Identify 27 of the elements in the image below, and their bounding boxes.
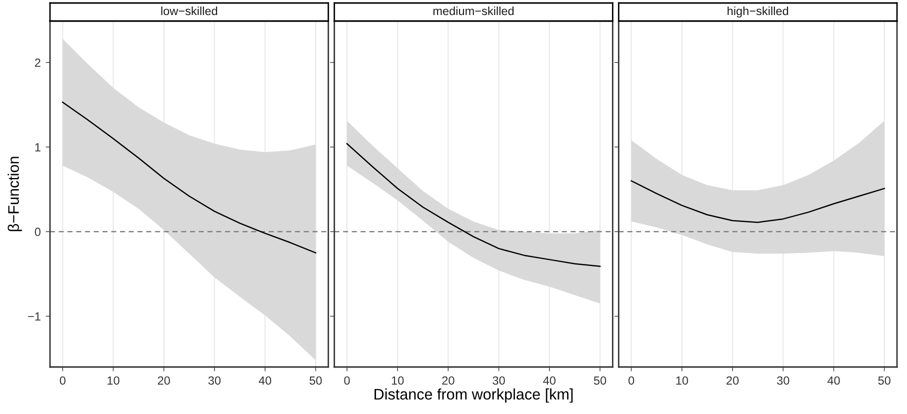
chart-title: medium−skilled xyxy=(433,6,514,16)
x-tick-label: 50 xyxy=(594,376,606,385)
x-tick-label: 30 xyxy=(777,376,790,385)
x-tick-label: 10 xyxy=(676,376,688,385)
x-tick-label: 30 xyxy=(492,376,505,385)
y-tick-label: 0 xyxy=(34,228,41,236)
x-tick-label: 0 xyxy=(344,376,350,385)
x-tick-label: 20 xyxy=(158,376,170,385)
x-tick-label: 40 xyxy=(827,376,840,385)
x-tick-label: 0 xyxy=(60,376,66,385)
x-tick-label: 20 xyxy=(726,376,739,385)
x-tick-label: 10 xyxy=(392,376,404,385)
x-axis-title: Distance from workplace [km] xyxy=(374,388,573,403)
x-tick-label: 50 xyxy=(878,376,890,385)
x-tick-label: 50 xyxy=(310,376,322,385)
x-tick-label: 40 xyxy=(258,376,272,385)
y-axis-title: β−Function xyxy=(8,156,22,232)
x-tick-label: 40 xyxy=(543,376,556,385)
chart-title: high−skilled xyxy=(728,6,788,18)
x-tick-label: 10 xyxy=(108,376,120,385)
x-tick-label: 20 xyxy=(442,376,454,385)
x-tick-label: 30 xyxy=(208,376,221,385)
x-tick-label: 0 xyxy=(628,376,634,385)
y-tick-label: 2 xyxy=(35,58,40,67)
y-tick-label: 1 xyxy=(35,143,40,152)
chart-title: low−skilled xyxy=(161,6,218,16)
y-tick-label: −1 xyxy=(28,312,40,321)
